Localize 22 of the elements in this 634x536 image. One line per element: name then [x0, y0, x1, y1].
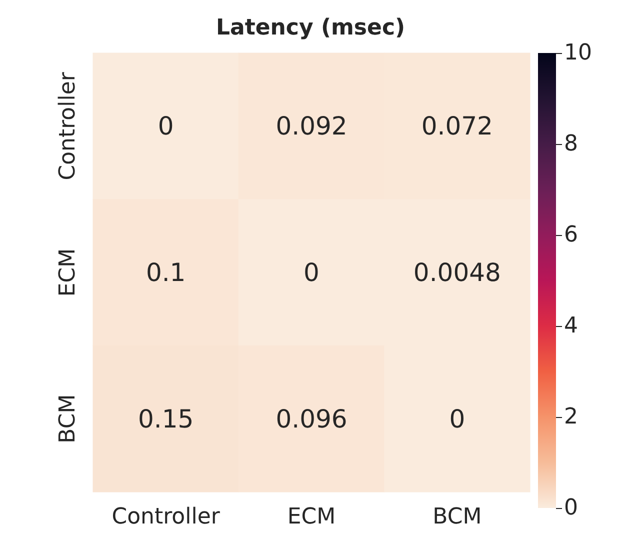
data-label: 0 [449, 404, 466, 434]
color-bar-label: 10 [564, 40, 592, 66]
chart-title: Latency (msec) [216, 16, 406, 40]
data-label: 0.15 [138, 404, 194, 434]
y-tick-label: ECM [56, 248, 80, 297]
color-bar-label: 0 [564, 496, 578, 520]
data-label: 0.072 [421, 112, 493, 141]
color-bar-label: 8 [564, 132, 578, 156]
x-tick-label: BCM [432, 504, 482, 530]
y-tick-label: BCM [56, 394, 80, 444]
y-tick-label: Controller [56, 71, 80, 180]
x-tick-label: ECM [287, 504, 336, 530]
data-label: 0.096 [276, 404, 348, 434]
color-bar-label: 2 [564, 404, 578, 430]
color-bar-label: 6 [564, 222, 578, 248]
data-label: 0.0048 [413, 258, 501, 287]
color-bar-label: 4 [564, 314, 578, 338]
data-label: 0 [158, 112, 174, 141]
data-label: 0 [304, 258, 320, 287]
data-label: 0.092 [276, 112, 348, 141]
data-label: 0.1 [146, 258, 186, 287]
x-tick-label: Controller [112, 504, 221, 530]
